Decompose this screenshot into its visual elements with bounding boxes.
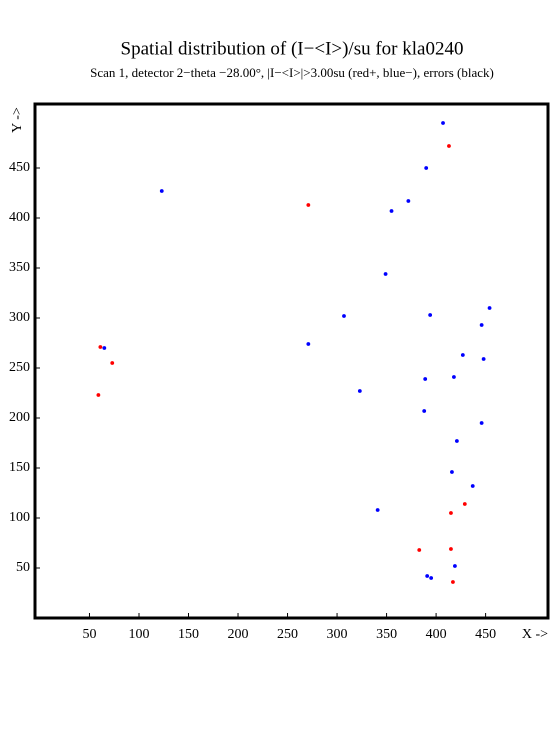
point bbox=[460, 353, 465, 357]
point bbox=[306, 203, 311, 207]
x-tick-label: 250 bbox=[277, 627, 298, 642]
point bbox=[449, 511, 453, 515]
point bbox=[479, 421, 484, 425]
point bbox=[96, 393, 101, 397]
point bbox=[98, 345, 103, 349]
x-tick-label: 400 bbox=[426, 627, 447, 642]
point bbox=[454, 439, 459, 443]
point bbox=[470, 484, 475, 488]
y-tick-label: 250 bbox=[9, 360, 30, 375]
point bbox=[406, 199, 411, 203]
point bbox=[481, 357, 486, 361]
y-axis-label: Y -> bbox=[10, 107, 25, 133]
point bbox=[462, 502, 467, 506]
y-tick-label: 150 bbox=[9, 460, 30, 475]
y-tick-label: 400 bbox=[9, 210, 30, 225]
point bbox=[383, 272, 388, 276]
point bbox=[453, 564, 457, 568]
point bbox=[422, 409, 427, 413]
y-tick-label: 100 bbox=[9, 510, 30, 525]
point bbox=[449, 547, 453, 551]
point bbox=[428, 313, 433, 317]
point bbox=[375, 508, 380, 512]
point bbox=[452, 375, 456, 379]
point bbox=[450, 470, 454, 474]
point bbox=[487, 306, 492, 310]
x-tick-label: 50 bbox=[82, 627, 96, 642]
y-tick-label: 350 bbox=[9, 260, 30, 275]
point bbox=[425, 574, 430, 578]
x-tick-label: 150 bbox=[178, 627, 199, 642]
point bbox=[110, 361, 115, 365]
point bbox=[357, 389, 362, 393]
point bbox=[423, 377, 428, 381]
point bbox=[424, 166, 429, 170]
point bbox=[447, 144, 451, 148]
point bbox=[102, 346, 107, 350]
point bbox=[389, 209, 394, 213]
plot-frame bbox=[33, 102, 550, 620]
x-axis-label: X -> bbox=[522, 627, 548, 642]
y-tick-label: 450 bbox=[9, 160, 30, 175]
point bbox=[479, 323, 484, 327]
chart-title: Spatial distribution of (I−<I>)/su for k… bbox=[121, 38, 464, 59]
y-tick-label: 50 bbox=[16, 560, 30, 575]
x-tick-label: 300 bbox=[327, 627, 348, 642]
point bbox=[159, 189, 164, 193]
point bbox=[451, 580, 455, 584]
y-tick-label: 200 bbox=[9, 410, 30, 425]
point bbox=[306, 342, 311, 346]
x-tick-label: 450 bbox=[475, 627, 496, 642]
x-tick-label: 200 bbox=[228, 627, 249, 642]
y-tick-label: 300 bbox=[9, 310, 30, 325]
point bbox=[441, 121, 445, 125]
point bbox=[417, 548, 422, 552]
chart-subtitle: Scan 1, detector 2−theta −28.00°, |I−<I>… bbox=[90, 65, 494, 80]
point bbox=[429, 576, 434, 580]
x-tick-label: 100 bbox=[128, 627, 149, 642]
point bbox=[342, 314, 346, 318]
x-tick-label: 350 bbox=[376, 627, 397, 642]
